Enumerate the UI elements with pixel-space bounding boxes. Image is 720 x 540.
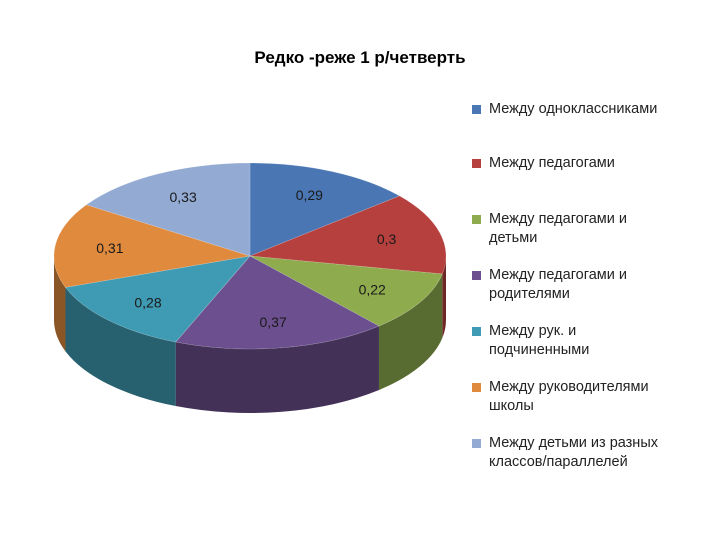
legend-swatch-7 <box>472 439 481 448</box>
legend-swatch-2 <box>472 159 481 168</box>
pie-slice-4 <box>175 255 380 350</box>
legend-item-2: Между педагогами <box>472 154 712 173</box>
legend-label-line: родителями <box>489 286 570 302</box>
legend-swatch-5 <box>472 327 481 336</box>
data-label-6: 0,31 <box>96 240 123 256</box>
pie-data-labels: 0,29 0,3 0,22 0,37 0,28 0,31 0,33 <box>96 187 396 330</box>
legend-item-3: Между педагогами и детьми <box>472 210 712 248</box>
pie-slice-3 <box>249 255 443 327</box>
legend-label-4: Между педагогами и родителями <box>489 266 627 304</box>
legend-label-7: Между детьми из разных классов/параллелей <box>489 434 658 472</box>
chart-title: Редко -реже 1 р/четверть <box>254 48 466 67</box>
data-label-7: 0,33 <box>170 189 197 205</box>
legend-label-3: Между педагогами и детьми <box>489 210 627 248</box>
legend-item-4: Между педагогами и родителями <box>472 266 712 304</box>
legend-item-1: Между одноклассниками <box>472 100 712 119</box>
legend-label-line: классов/параллелей <box>489 454 628 470</box>
legend-item-6: Между руководителями школы <box>472 378 712 416</box>
legend-label-line: Между руководителями <box>489 379 649 395</box>
legend-label-line: Между детьми из разных <box>489 435 658 451</box>
pie-slice-5 <box>64 255 251 343</box>
pie-sides <box>54 256 446 414</box>
slice-side-4 <box>175 326 379 414</box>
slice-side-6 <box>54 256 66 352</box>
legend-label-line: Между педагогами и <box>489 211 627 227</box>
pie-slice-1 <box>249 162 401 257</box>
legend-label-line: Между рук. и <box>489 323 577 339</box>
legend-label-line: подчиненными <box>489 342 590 358</box>
data-label-5: 0,28 <box>134 294 161 310</box>
legend-label-1: Между одноклассниками <box>489 100 657 119</box>
slice-side-5 <box>65 287 176 407</box>
legend-swatch-4 <box>472 271 481 280</box>
data-label-2: 0,3 <box>377 231 397 247</box>
legend-label-5: Между рук. и подчиненными <box>489 322 589 360</box>
data-label-4: 0,37 <box>259 314 286 330</box>
legend-label-line: детьми <box>489 230 538 246</box>
legend-swatch-6 <box>472 383 481 392</box>
legend-label-6: Между руководителями школы <box>489 378 649 416</box>
legend-swatch-1 <box>472 105 481 114</box>
legend-label-line: Между педагогами <box>489 155 615 171</box>
pie-slice-2 <box>249 195 447 275</box>
pie-slices <box>53 162 447 350</box>
legend-label-line: Между педагогами и <box>489 267 627 283</box>
pie-slice-6 <box>53 204 251 288</box>
legend-item-5: Между рук. и подчиненными <box>472 322 712 360</box>
legend-swatch-3 <box>472 215 481 224</box>
pie-slice-7 <box>85 162 251 257</box>
legend-item-7: Между детьми из разных классов/параллелей <box>472 434 712 472</box>
data-label-1: 0,29 <box>296 187 323 203</box>
legend-label-line: школы <box>489 398 534 414</box>
data-label-3: 0,22 <box>359 281 386 297</box>
slice-side-2 <box>442 256 446 338</box>
legend-label-2: Между педагогами <box>489 154 615 173</box>
slice-side-3 <box>378 273 443 391</box>
legend-label-line: Между одноклассниками <box>489 101 658 117</box>
